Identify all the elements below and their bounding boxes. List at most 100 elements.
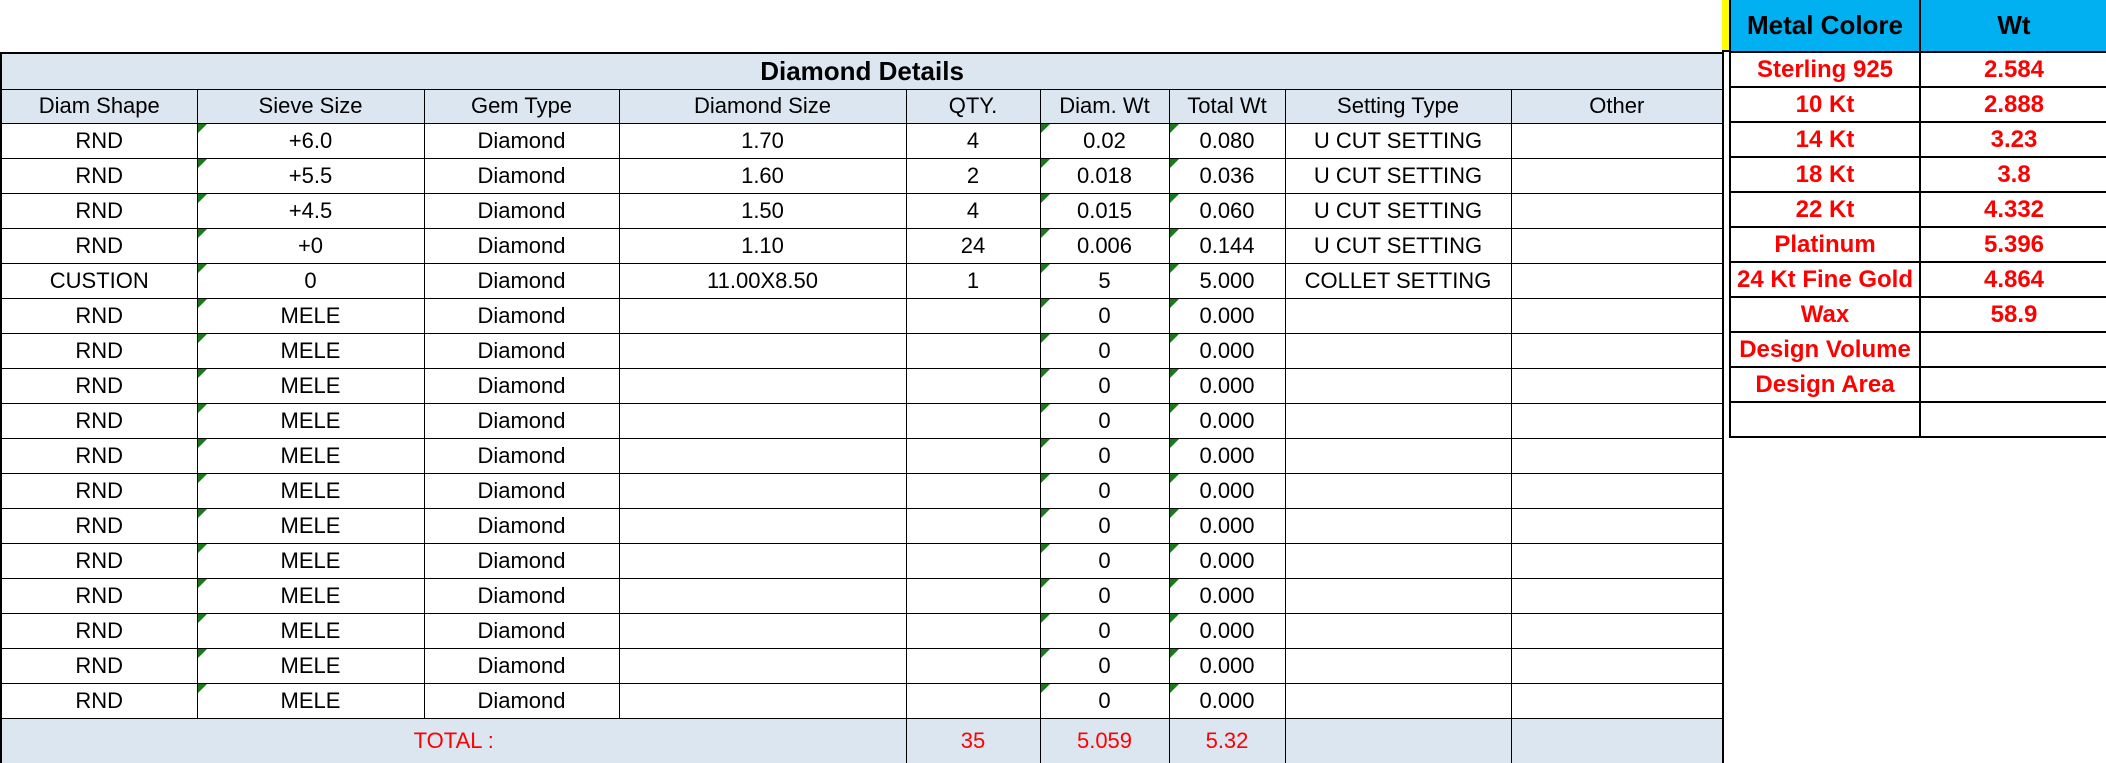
cell-sieve-size[interactable]: MELE xyxy=(196,507,425,544)
cell-other[interactable] xyxy=(1510,157,1724,194)
cell-other[interactable] xyxy=(1510,507,1724,544)
cell-qty[interactable] xyxy=(905,332,1041,369)
cell-qty[interactable]: 4 xyxy=(905,192,1041,229)
cell-other[interactable] xyxy=(1510,227,1724,264)
cell-gem-type[interactable]: Diamond xyxy=(423,297,620,334)
cell-metal-color[interactable]: Platinum xyxy=(1729,226,1921,263)
cell-diam-wt[interactable]: 0.006 xyxy=(1039,227,1170,264)
cell-diam-wt[interactable]: 0 xyxy=(1039,577,1170,614)
cell-qty[interactable]: 1 xyxy=(905,262,1041,299)
cell-metal-wt[interactable] xyxy=(1919,366,2106,403)
cell-qty[interactable]: 2 xyxy=(905,157,1041,194)
cell-diam-shape[interactable]: RND xyxy=(0,682,198,719)
cell-metal-wt[interactable] xyxy=(1919,401,2106,438)
cell-other[interactable] xyxy=(1510,437,1724,474)
cell-setting-type[interactable]: U CUT SETTING xyxy=(1284,157,1512,194)
cell-diam-wt[interactable]: 0.015 xyxy=(1039,192,1170,229)
cell-other[interactable] xyxy=(1510,192,1724,229)
cell-diam-shape[interactable]: RND xyxy=(0,472,198,509)
cell-sieve-size[interactable]: MELE xyxy=(196,647,425,684)
column-header[interactable]: Setting Type xyxy=(1284,88,1512,124)
cell-gem-type[interactable]: Diamond xyxy=(423,122,620,159)
cell-diamond-size[interactable]: 1.70 xyxy=(618,122,907,159)
cell-gem-type[interactable]: Diamond xyxy=(423,472,620,509)
cell-metal-color[interactable]: 14 Kt xyxy=(1729,121,1921,158)
cell-metal-color[interactable]: 18 Kt xyxy=(1729,156,1921,193)
cell-qty[interactable]: 4 xyxy=(905,122,1041,159)
cell-other[interactable] xyxy=(1510,682,1724,719)
cell-metal-wt[interactable]: 5.396 xyxy=(1919,226,2106,263)
cell-diam-wt[interactable]: 0 xyxy=(1039,402,1170,439)
cell-diam-wt[interactable]: 0 xyxy=(1039,297,1170,334)
cell-diam-wt[interactable]: 0 xyxy=(1039,437,1170,474)
cell-setting-type[interactable]: U CUT SETTING xyxy=(1284,227,1512,264)
cell-metal-color[interactable]: 24 Kt Fine Gold xyxy=(1729,261,1921,298)
cell-setting-type[interactable]: U CUT SETTING xyxy=(1284,122,1512,159)
cell-qty[interactable] xyxy=(905,402,1041,439)
cell-gem-type[interactable]: Diamond xyxy=(423,367,620,404)
cell-diam-shape[interactable]: RND xyxy=(0,122,198,159)
cell-diam-shape[interactable]: RND xyxy=(0,227,198,264)
cell-qty[interactable] xyxy=(905,682,1041,719)
cell-setting-type[interactable] xyxy=(1284,297,1512,334)
cell-total-wt[interactable]: 5.000 xyxy=(1168,262,1286,299)
cell-gem-type[interactable]: Diamond xyxy=(423,647,620,684)
cell-other[interactable] xyxy=(1510,367,1724,404)
cell-diamond-size[interactable]: 1.50 xyxy=(618,192,907,229)
cell-qty[interactable] xyxy=(905,612,1041,649)
cell-total-wt[interactable]: 0.060 xyxy=(1168,192,1286,229)
cell-diam-wt[interactable]: 0 xyxy=(1039,367,1170,404)
cell-other[interactable] xyxy=(1510,612,1724,649)
cell-gem-type[interactable]: Diamond xyxy=(423,682,620,719)
cell-setting-type[interactable] xyxy=(1284,647,1512,684)
cell-total-wt[interactable]: 0.000 xyxy=(1168,297,1286,334)
cell-diam-shape[interactable]: RND xyxy=(0,542,198,579)
cell-total-wt[interactable]: 0.000 xyxy=(1168,437,1286,474)
cell-diam-wt[interactable]: 0 xyxy=(1039,647,1170,684)
cell-diam-shape[interactable]: RND xyxy=(0,437,198,474)
cell-total-wt[interactable]: 0.036 xyxy=(1168,157,1286,194)
cell-qty[interactable] xyxy=(905,507,1041,544)
cell-diamond-size[interactable] xyxy=(618,367,907,404)
cell-total-wt[interactable]: 0.000 xyxy=(1168,542,1286,579)
cell-metal-wt[interactable]: 4.864 xyxy=(1919,261,2106,298)
column-header[interactable]: Total Wt xyxy=(1168,88,1286,124)
cell-total-wt[interactable]: 0.000 xyxy=(1168,682,1286,719)
cell-other[interactable] xyxy=(1510,122,1724,159)
cell-qty[interactable] xyxy=(905,542,1041,579)
cell-diamond-size[interactable]: 1.60 xyxy=(618,157,907,194)
cell-metal-color[interactable]: Wax xyxy=(1729,296,1921,333)
cell-gem-type[interactable]: Diamond xyxy=(423,542,620,579)
cell-qty[interactable] xyxy=(905,437,1041,474)
cell-total-wt[interactable]: 0.000 xyxy=(1168,612,1286,649)
total-total-wt-cell[interactable]: 5.32 xyxy=(1168,717,1286,763)
cell-total-wt[interactable]: 0.144 xyxy=(1168,227,1286,264)
cell-diam-wt[interactable]: 0 xyxy=(1039,332,1170,369)
cell-other[interactable] xyxy=(1510,332,1724,369)
cell-setting-type[interactable] xyxy=(1284,367,1512,404)
cell-qty[interactable]: 24 xyxy=(905,227,1041,264)
cell-gem-type[interactable]: Diamond xyxy=(423,402,620,439)
cell-sieve-size[interactable]: MELE xyxy=(196,682,425,719)
cell-diam-shape[interactable]: RND xyxy=(0,402,198,439)
total-other-cell[interactable] xyxy=(1510,717,1724,763)
cell-sieve-size[interactable]: 0 xyxy=(196,262,425,299)
cell-total-wt[interactable]: 0.000 xyxy=(1168,507,1286,544)
cell-other[interactable] xyxy=(1510,647,1724,684)
cell-total-wt[interactable]: 0.000 xyxy=(1168,367,1286,404)
metal-column-header[interactable]: Wt xyxy=(1919,0,2106,53)
cell-qty[interactable] xyxy=(905,297,1041,334)
cell-other[interactable] xyxy=(1510,402,1724,439)
cell-other[interactable] xyxy=(1510,297,1724,334)
cell-total-wt[interactable]: 0.080 xyxy=(1168,122,1286,159)
cell-gem-type[interactable]: Diamond xyxy=(423,157,620,194)
cell-diamond-size[interactable] xyxy=(618,297,907,334)
cell-diamond-size[interactable]: 11.00X8.50 xyxy=(618,262,907,299)
cell-metal-wt[interactable]: 3.8 xyxy=(1919,156,2106,193)
cell-diamond-size[interactable] xyxy=(618,332,907,369)
cell-qty[interactable] xyxy=(905,647,1041,684)
column-header[interactable]: Diamond Size xyxy=(618,88,907,124)
cell-diam-shape[interactable]: RND xyxy=(0,612,198,649)
cell-gem-type[interactable]: Diamond xyxy=(423,332,620,369)
cell-diamond-size[interactable] xyxy=(618,682,907,719)
